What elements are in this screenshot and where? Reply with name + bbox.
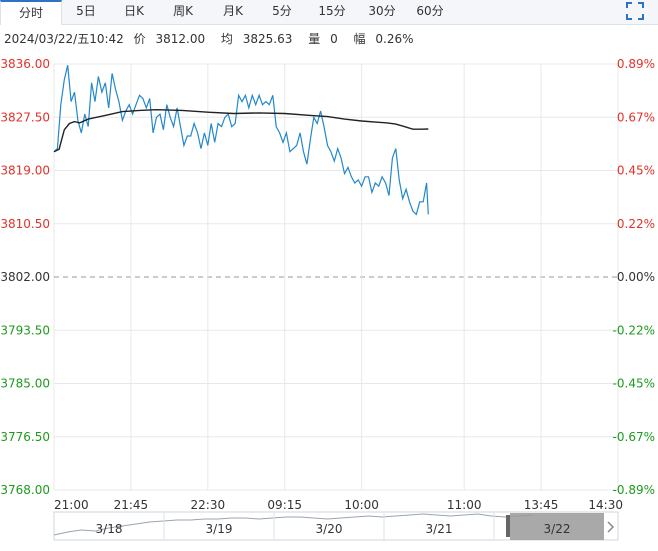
navigator-date-label: 3/19 <box>206 522 233 536</box>
y-tick-label: 3819.00 <box>0 164 50 178</box>
tab-3[interactable]: 日K <box>124 4 144 18</box>
avg-value: 3825.63 <box>242 32 293 46</box>
average-price-line <box>53 108 429 153</box>
navigator-selection[interactable] <box>510 513 604 540</box>
amplitude-label: 幅 <box>353 32 366 46</box>
y-tick-label: 3836.00 <box>0 57 50 71</box>
price-line <box>53 65 429 216</box>
y-pct-label: -0.22% <box>613 323 655 337</box>
x-tick-label: 13:45 <box>524 498 559 512</box>
y-pct-label: 0.22% <box>617 217 655 231</box>
y-pct-label: -0.67% <box>613 430 655 444</box>
x-tick-label: 14:30 <box>588 498 623 512</box>
tab-7[interactable]: 15分 <box>318 4 346 18</box>
quote-datetime: 2024/03/22/五10:42 <box>4 32 124 46</box>
x-tick-label: 21:00 <box>54 498 89 512</box>
price-value: 3812.00 <box>155 32 206 46</box>
x-tick-label: 21:45 <box>114 498 149 512</box>
y-tick-label: 3827.50 <box>0 110 50 124</box>
y-tick-label: 3776.50 <box>0 430 50 444</box>
navigator-date-label: 3/18 <box>96 522 123 536</box>
x-tick-label: 11:00 <box>447 498 482 512</box>
fullscreen-expand-icon[interactable] <box>626 2 644 20</box>
amplitude-value: 0.26% <box>375 32 414 46</box>
tab-4[interactable]: 周K <box>173 4 193 18</box>
navigator-date-label: 3/20 <box>316 522 343 536</box>
y-pct-label: -0.45% <box>613 377 655 391</box>
navigator-overview-line <box>53 513 533 536</box>
y-tick-label: 3793.50 <box>0 323 50 337</box>
navigator-handle-left[interactable] <box>506 515 510 537</box>
x-tick-label: 10:00 <box>344 498 379 512</box>
volume-label: 量 <box>308 32 321 46</box>
x-tick-label: 22:30 <box>191 498 226 512</box>
y-pct-label: -0.89% <box>613 483 655 497</box>
y-pct-label: 0.45% <box>617 164 655 178</box>
volume-value: 0 <box>330 32 338 46</box>
tab-2[interactable]: 5日 <box>76 4 96 18</box>
y-tick-label: 3810.50 <box>0 217 50 231</box>
avg-label: 均 <box>220 32 233 46</box>
tab-6[interactable]: 5分 <box>272 4 292 18</box>
price-label: 价 <box>133 32 146 46</box>
period-tab-bar: 分时 5日 日K 周K 月K 5分 15分 30分 60分 <box>0 0 658 25</box>
tab-8[interactable]: 30分 <box>368 4 396 18</box>
quote-info-bar: 2024/03/22/五10:42 价 3812.00 均 3825.63 量 … <box>4 30 426 47</box>
navigator-scroll-arrow-icon[interactable] <box>607 521 615 533</box>
y-tick-label: 3768.00 <box>0 483 50 497</box>
y-tick-label: 3802.00 <box>0 270 50 284</box>
y-pct-label: 0.00% <box>617 270 655 284</box>
x-tick-label: 09:15 <box>267 498 302 512</box>
navigator-date-label: 3/22 <box>544 522 571 536</box>
tab-9[interactable]: 60分 <box>416 4 444 18</box>
tab-1[interactable]: 分时 <box>0 0 62 25</box>
y-tick-label: 3785.00 <box>0 377 50 391</box>
y-pct-label: 0.89% <box>617 57 655 71</box>
tab-5[interactable]: 月K <box>223 4 243 18</box>
navigator-date-label: 3/21 <box>426 522 453 536</box>
y-pct-label: 0.67% <box>617 110 655 124</box>
